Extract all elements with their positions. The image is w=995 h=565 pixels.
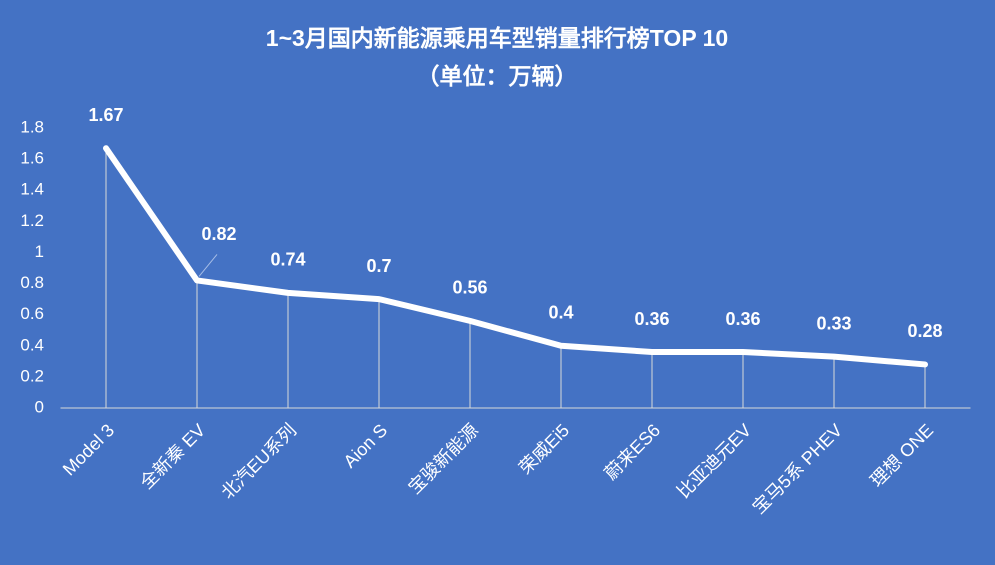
y-tick-label: 1.4 — [20, 180, 44, 199]
value-label: 0.56 — [452, 278, 487, 298]
value-label: 0.28 — [907, 321, 942, 341]
y-tick-label: 1.6 — [20, 149, 44, 168]
value-label: 0.74 — [270, 250, 305, 270]
value-label: 0.7 — [366, 256, 391, 276]
value-label: 0.82 — [201, 224, 236, 244]
value-label: 0.33 — [816, 313, 851, 333]
leader-line — [198, 254, 218, 277]
chart-subtitle: （单位：万辆） — [417, 63, 578, 89]
y-tick-label: 0.8 — [20, 273, 44, 292]
y-tick-label: 0.2 — [20, 366, 44, 385]
y-tick-label: 1 — [35, 242, 44, 261]
value-label: 0.4 — [548, 303, 573, 323]
value-label: 1.67 — [88, 105, 123, 125]
value-label: 0.36 — [634, 309, 669, 329]
y-tick-label: 1.2 — [20, 211, 44, 230]
series-line — [103, 145, 928, 368]
chart-title: 1~3月国内新能源乘用车型销量排行榜TOP 10 — [266, 25, 728, 51]
value-label: 0.36 — [725, 309, 760, 329]
y-tick-label: 0 — [35, 397, 44, 416]
y-tick-label: 0.4 — [20, 335, 44, 354]
y-tick-label: 1.8 — [20, 117, 44, 136]
y-tick-label: 0.6 — [20, 304, 44, 323]
